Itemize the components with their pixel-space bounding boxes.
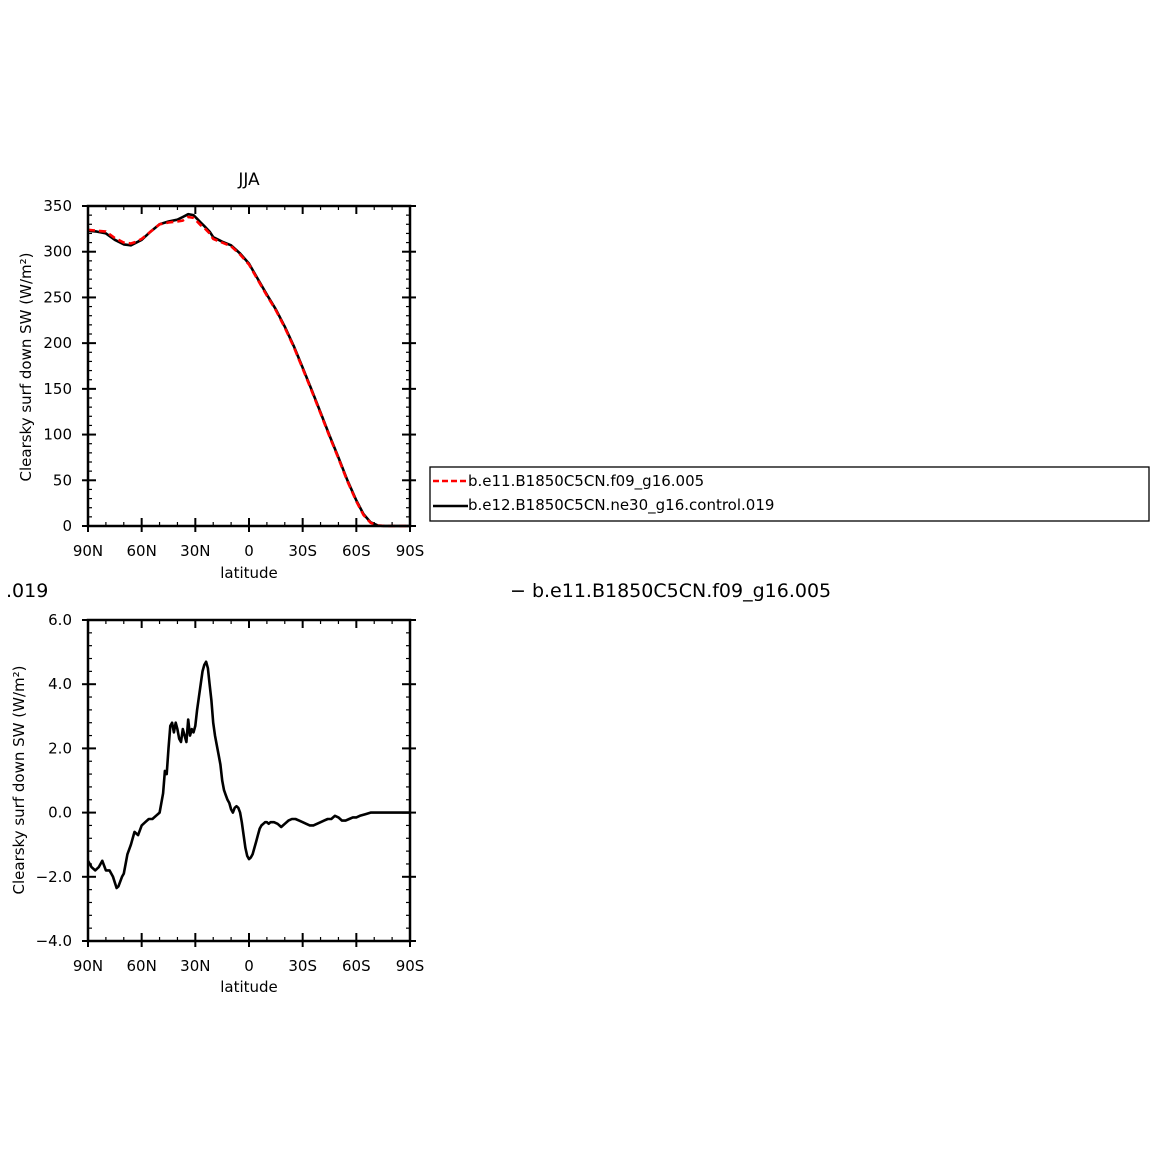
bottom-series-layer: [86, 660, 410, 890]
y-tick-label: 150: [43, 380, 72, 398]
top-y-tick-labels: 0 50 100 150 200 250 300 350: [43, 197, 72, 535]
x-tick-label: 60S: [342, 542, 371, 560]
x-tick-label: 60S: [342, 957, 371, 975]
y-tick-label: 50: [53, 471, 72, 489]
bottom-panel-chart: 90N 60N 30N 0 30S 60S 90S −4.0 −2.0 0.0 2.0 4.0 6.0…: [10, 611, 424, 996]
y-tick-label: 200: [43, 334, 72, 352]
top-series-layer: [87, 212, 410, 528]
legend-box: [429, 466, 1150, 522]
x-tick-label: 60N: [127, 542, 157, 560]
x-tick-label: 60N: [127, 957, 157, 975]
x-tick-label: 90S: [396, 957, 425, 975]
y-tick-label: 350: [43, 197, 72, 215]
x-tick-label: 30N: [180, 957, 210, 975]
top-panel-chart: JJA 90N 60N 30N 0 30S 60S 90S 0 50 100 150 200 250 3…: [17, 170, 424, 582]
x-tick-label: 0: [244, 957, 254, 975]
x-tick-label: 0: [244, 542, 254, 560]
legend-label-f09: b.e11.B1850C5CN.f09_g16.005: [468, 472, 704, 491]
x-tick-label: 90S: [396, 542, 425, 560]
legend: b.e11.B1850C5CN.f09_g16.005 b.e12.B1850C…: [429, 466, 1150, 522]
bottom-ticks-layer: [82, 619, 416, 947]
x-tick-label: 90N: [73, 542, 103, 560]
top-x-axis-label: latitude: [220, 564, 278, 582]
y-tick-label: 300: [43, 243, 72, 261]
y-tick-label: −2.0: [36, 868, 72, 886]
y-tick-label: −4.0: [36, 932, 72, 950]
y-tick-label: 250: [43, 288, 72, 306]
top-y-axis-label: Clearsky surf down SW (W/m²): [17, 253, 35, 482]
x-tick-label: 30S: [288, 542, 317, 560]
y-tick-label: 6.0: [48, 611, 72, 629]
x-tick-label: 30N: [180, 542, 210, 560]
top-x-tick-labels: 90N 60N 30N 0 30S 60S 90S: [73, 542, 424, 560]
x-tick-label: 30S: [288, 957, 317, 975]
bottom-y-axis-label: Clearsky surf down SW (W/m²): [10, 666, 28, 895]
right-difference-label: − b.e11.B1850C5CN.f09_g16.005: [510, 580, 831, 602]
x-tick-label: 90N: [73, 957, 103, 975]
bottom-x-tick-labels: 90N 60N 30N 0 30S 60S 90S: [73, 957, 424, 975]
y-tick-label: 0: [62, 517, 72, 535]
y-tick-label: 2.0: [48, 739, 72, 757]
top-chart-title: JJA: [237, 170, 260, 190]
left-truncated-label: .019: [6, 580, 48, 602]
legend-label-ne30: b.e12.B1850C5CN.ne30_g16.control.019: [468, 496, 774, 515]
y-tick-label: 0.0: [48, 804, 72, 822]
top-ticks-layer: [82, 205, 416, 532]
y-tick-label: 4.0: [48, 675, 72, 693]
bottom-x-axis-label: latitude: [220, 978, 278, 996]
series-line-red-dashed: [87, 215, 410, 528]
bottom-y-tick-labels: −4.0 −2.0 0.0 2.0 4.0 6.0: [36, 611, 72, 950]
series-line-black-solid: [86, 660, 410, 890]
y-tick-label: 100: [43, 426, 72, 444]
